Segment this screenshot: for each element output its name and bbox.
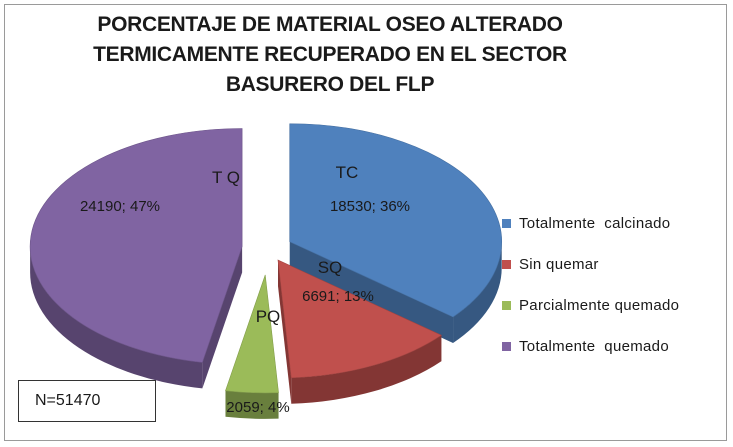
legend-item-pq: Parcialmente quemado <box>502 294 679 316</box>
title-line-2: TERMICAMENTE RECUPERADO EN EL SECTOR <box>93 43 567 66</box>
slice-code-tc: TC <box>336 163 359 182</box>
legend-label-tq: Totalmente quemado <box>519 337 669 355</box>
pie-slice-tc <box>289 123 502 343</box>
pie-slice-tq <box>29 128 243 389</box>
slice-code-pq: PQ <box>256 307 281 326</box>
legend-swatch-tq <box>502 341 511 351</box>
slice-wall-end <box>277 260 292 404</box>
legend-swatch-pq <box>502 300 511 310</box>
sample-size-label: N=51470 <box>35 392 101 409</box>
slice-rim <box>30 246 203 389</box>
slice-data-label-tq: 24190; 47% <box>80 198 160 215</box>
slice-rim <box>225 390 279 419</box>
slice-top <box>289 123 502 318</box>
slice-data-label-sq: 6691; 13% <box>302 288 374 305</box>
slice-data-label-pq: 2059; 4% <box>226 399 289 416</box>
title-line-3: BASURERO DEL FLP <box>225 73 435 96</box>
legend-label-pq: Parcialmente quemado <box>519 296 680 314</box>
title-line-1: PORCENTAJE DE MATERIAL OSEO ALTERADO <box>97 13 563 36</box>
slice-wall-start <box>202 246 243 389</box>
slice-data-label-tc: 18530; 36% <box>330 198 410 215</box>
slice-code-sq: SQ <box>318 258 343 277</box>
legend-swatch-sq <box>502 259 511 269</box>
slice-code-tq: T Q <box>212 168 240 187</box>
pie-slice-sq <box>277 259 442 404</box>
slice-top <box>277 259 442 379</box>
slice-rim <box>291 335 442 404</box>
legend-item-tc: Totalmente calcinado <box>502 212 679 234</box>
legend-swatch-tc <box>502 218 511 228</box>
legend-label-sq: Sin quemar <box>519 255 599 273</box>
pie-slice-pq <box>225 274 279 419</box>
slice-rim <box>453 241 502 343</box>
legend: Totalmente calcinado Sin quemar Parcialm… <box>502 212 679 376</box>
sample-size-box: N=51470 <box>18 380 156 422</box>
slice-top <box>225 274 279 394</box>
slice-top <box>29 128 243 363</box>
legend-item-tq: Totalmente quemado <box>502 335 679 357</box>
legend-label-tc: Totalmente calcinado <box>519 214 671 232</box>
legend-item-sq: Sin quemar <box>502 253 679 275</box>
chart-title: PORCENTAJE DE MATERIAL OSEO ALTERADO TER… <box>70 10 590 100</box>
slice-wall-end <box>289 241 454 343</box>
